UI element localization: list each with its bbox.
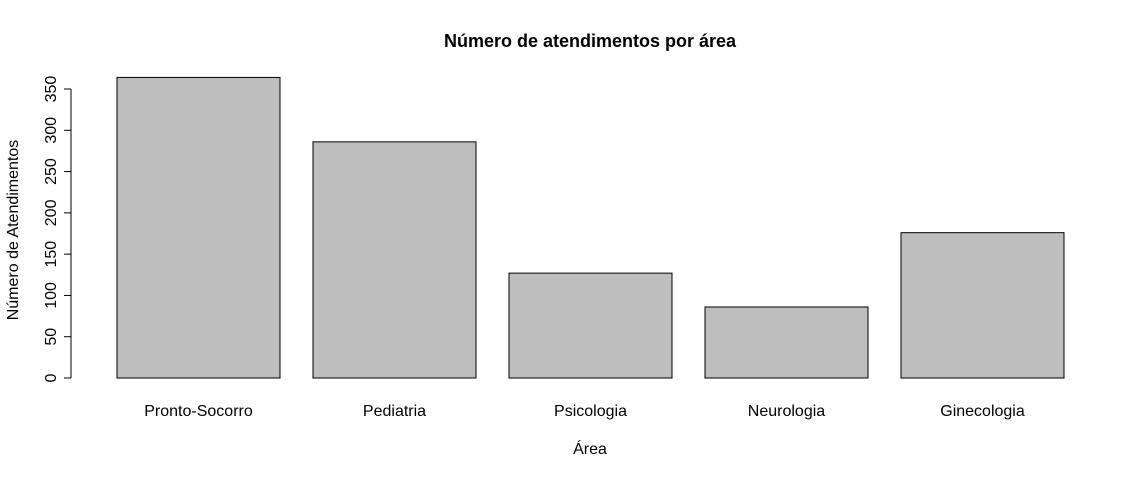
y-tick-label: 50 (43, 328, 60, 346)
y-tick-label: 300 (43, 117, 60, 144)
x-tick-label: Pronto-Socorro (144, 403, 253, 420)
bar-pediatria (312, 141, 477, 379)
x-category-labels: Pronto-Socorro Pediatria Psicologia Neurolo… (144, 403, 1025, 420)
y-axis-label: Número de Atendimentos (5, 140, 22, 321)
x-axis-label: Área (573, 439, 607, 458)
y-tick-label: 350 (43, 76, 60, 103)
y-axis: 0 50 100 150 200 250 300 350 (43, 76, 72, 382)
x-tick-label: Pediatria (363, 403, 426, 420)
y-tick-label: 150 (43, 241, 60, 268)
bar-pronto-socorro (116, 76, 281, 379)
y-tick-label: 100 (43, 282, 60, 309)
y-tick-label: 200 (43, 199, 60, 226)
y-tick-label: 250 (43, 158, 60, 185)
bars-group (116, 76, 1065, 379)
x-tick-label: Ginecologia (940, 403, 1025, 420)
bar-psicologia (508, 272, 673, 379)
y-tick-label: 0 (43, 373, 60, 382)
x-tick-label: Psicologia (554, 403, 627, 420)
x-tick-label: Neurologia (748, 403, 825, 420)
chart-title: Número de atendimentos por área (444, 31, 737, 51)
bar-neurologia (704, 306, 869, 379)
bar-ginecologia (900, 232, 1065, 379)
